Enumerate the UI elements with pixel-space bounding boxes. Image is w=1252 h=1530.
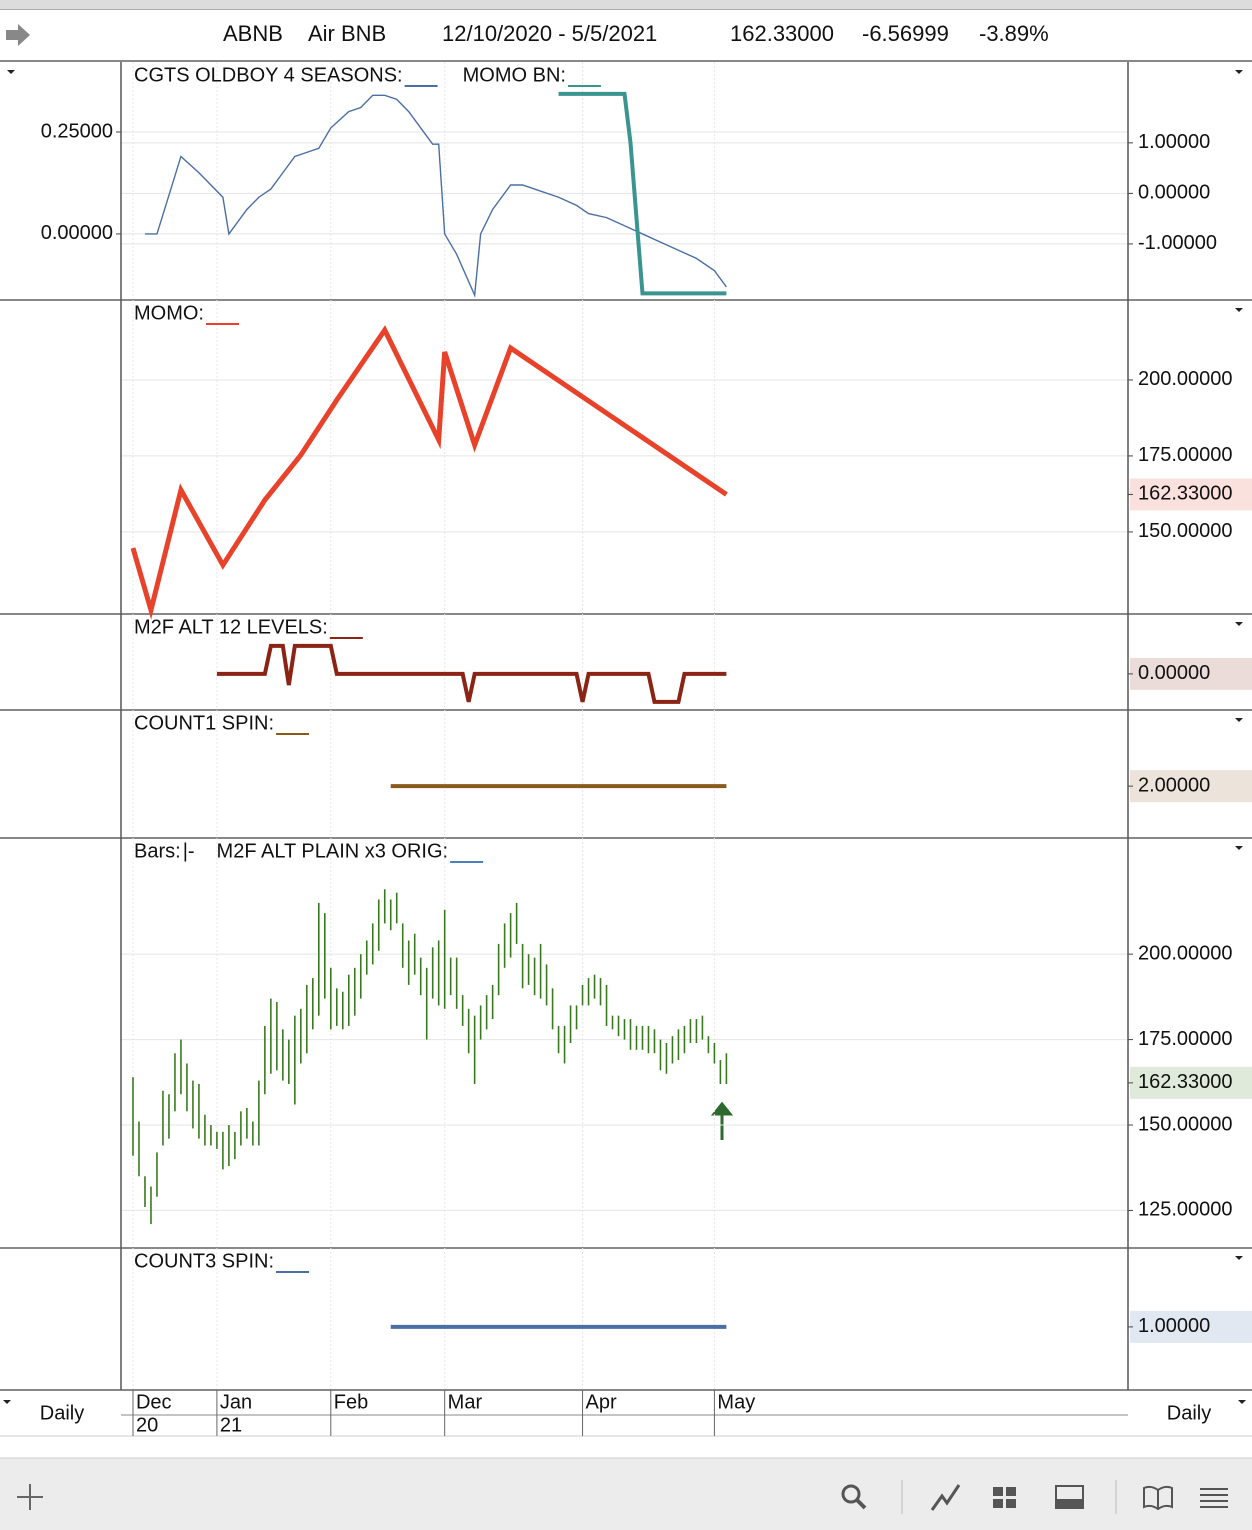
dropdown[interactable] — [1238, 1400, 1246, 1404]
dropdown[interactable] — [3, 1400, 11, 1404]
last-value-label: 162.33000 — [1138, 483, 1233, 505]
x-tick-label: Dec — [136, 1391, 172, 1413]
last-value-label: 1.00000 — [1138, 1315, 1210, 1337]
last-price: 162.33000 — [730, 21, 834, 46]
legend-label: COUNT3 SPIN: — [134, 1250, 274, 1272]
y-tick-label: 200.00000 — [1138, 942, 1233, 964]
last-value-label: 2.00000 — [1138, 774, 1210, 796]
top-strip — [0, 0, 1252, 9]
y-tick-label: 0.00000 — [1138, 182, 1210, 204]
y-tick-label: 200.00000 — [1138, 368, 1233, 390]
last-value-label: 162.33000 — [1138, 1071, 1233, 1093]
legend-symbol: |- — [183, 840, 195, 862]
add-button[interactable] — [17, 1484, 43, 1510]
dropdown[interactable] — [1235, 622, 1243, 626]
x-tick-year: 20 — [136, 1414, 158, 1436]
chart-button[interactable] — [930, 1484, 961, 1511]
book-button[interactable] — [1143, 1485, 1173, 1511]
toolbar — [0, 1458, 1252, 1530]
x-tick-label: Mar — [448, 1391, 483, 1413]
y-tick-label: 150.00000 — [1138, 1113, 1233, 1135]
legend-label: Bars: — [134, 840, 181, 862]
last-value-box — [1130, 657, 1252, 690]
y-tick-label: 0.25000 — [41, 120, 113, 142]
last-value-label: 0.00000 — [1138, 662, 1210, 684]
period[interactable]: Daily — [40, 1402, 84, 1424]
grid-button[interactable] — [993, 1487, 1016, 1508]
y-tick-label: 125.00000 — [1138, 1199, 1233, 1221]
last-value-box — [1130, 770, 1252, 803]
x-tick-label: Apr — [586, 1391, 617, 1413]
dropdown[interactable] — [7, 70, 15, 74]
y-tick-label: 0.00000 — [41, 222, 113, 244]
y-tick-label: 1.00000 — [1138, 131, 1210, 153]
dropdown[interactable] — [1235, 846, 1243, 850]
series-line — [558, 91, 727, 296]
y-tick-label: 175.00000 — [1138, 444, 1233, 466]
last-value-box — [1130, 1066, 1252, 1099]
legend-label: MOMO: — [134, 302, 204, 324]
legend-label: COUNT1 SPIN: — [134, 712, 274, 734]
dropdown[interactable] — [1235, 1256, 1243, 1260]
x-tick-label: Jan — [220, 1391, 252, 1413]
x-tick-label: May — [717, 1391, 755, 1413]
search-button[interactable] — [841, 1484, 867, 1510]
legend-label: M2F ALT 12 LEVELS: — [134, 616, 328, 638]
y-tick-label: 175.00000 — [1138, 1028, 1233, 1050]
y-tick-label: -1.00000 — [1138, 232, 1217, 254]
series-line — [144, 94, 727, 298]
menu-button[interactable] — [1200, 1488, 1228, 1508]
x-tick-year: 21 — [220, 1414, 242, 1436]
y-tick-label: 150.00000 — [1138, 520, 1233, 542]
date-range: 12/10/2020 - 5/5/2021 — [442, 21, 657, 46]
dropdown[interactable] — [1235, 70, 1243, 74]
nav-arrow[interactable] — [6, 24, 30, 46]
period[interactable]: Daily — [1167, 1402, 1211, 1424]
series-line — [130, 325, 728, 620]
dropdown[interactable] — [1235, 718, 1243, 722]
change: -6.56999 — [862, 21, 949, 46]
signal-arrow — [710, 1101, 734, 1140]
legend-label: MOMO BN: — [463, 64, 566, 86]
series-line — [216, 643, 727, 704]
change-percent: -3.89% — [979, 21, 1049, 46]
last-value-box — [1130, 478, 1252, 511]
dropdown[interactable] — [1235, 308, 1243, 312]
last-value-box — [1130, 1310, 1252, 1343]
x-tick-label: Feb — [334, 1391, 368, 1413]
company-name: Air BNB — [308, 21, 386, 46]
legend-label: CGTS OLDBOY 4 SEASONS: — [134, 64, 403, 86]
symbol: ABNB — [223, 21, 283, 46]
panel-button[interactable] — [1055, 1485, 1084, 1509]
legend-label: M2F ALT PLAIN x3 ORIG: — [217, 840, 449, 862]
